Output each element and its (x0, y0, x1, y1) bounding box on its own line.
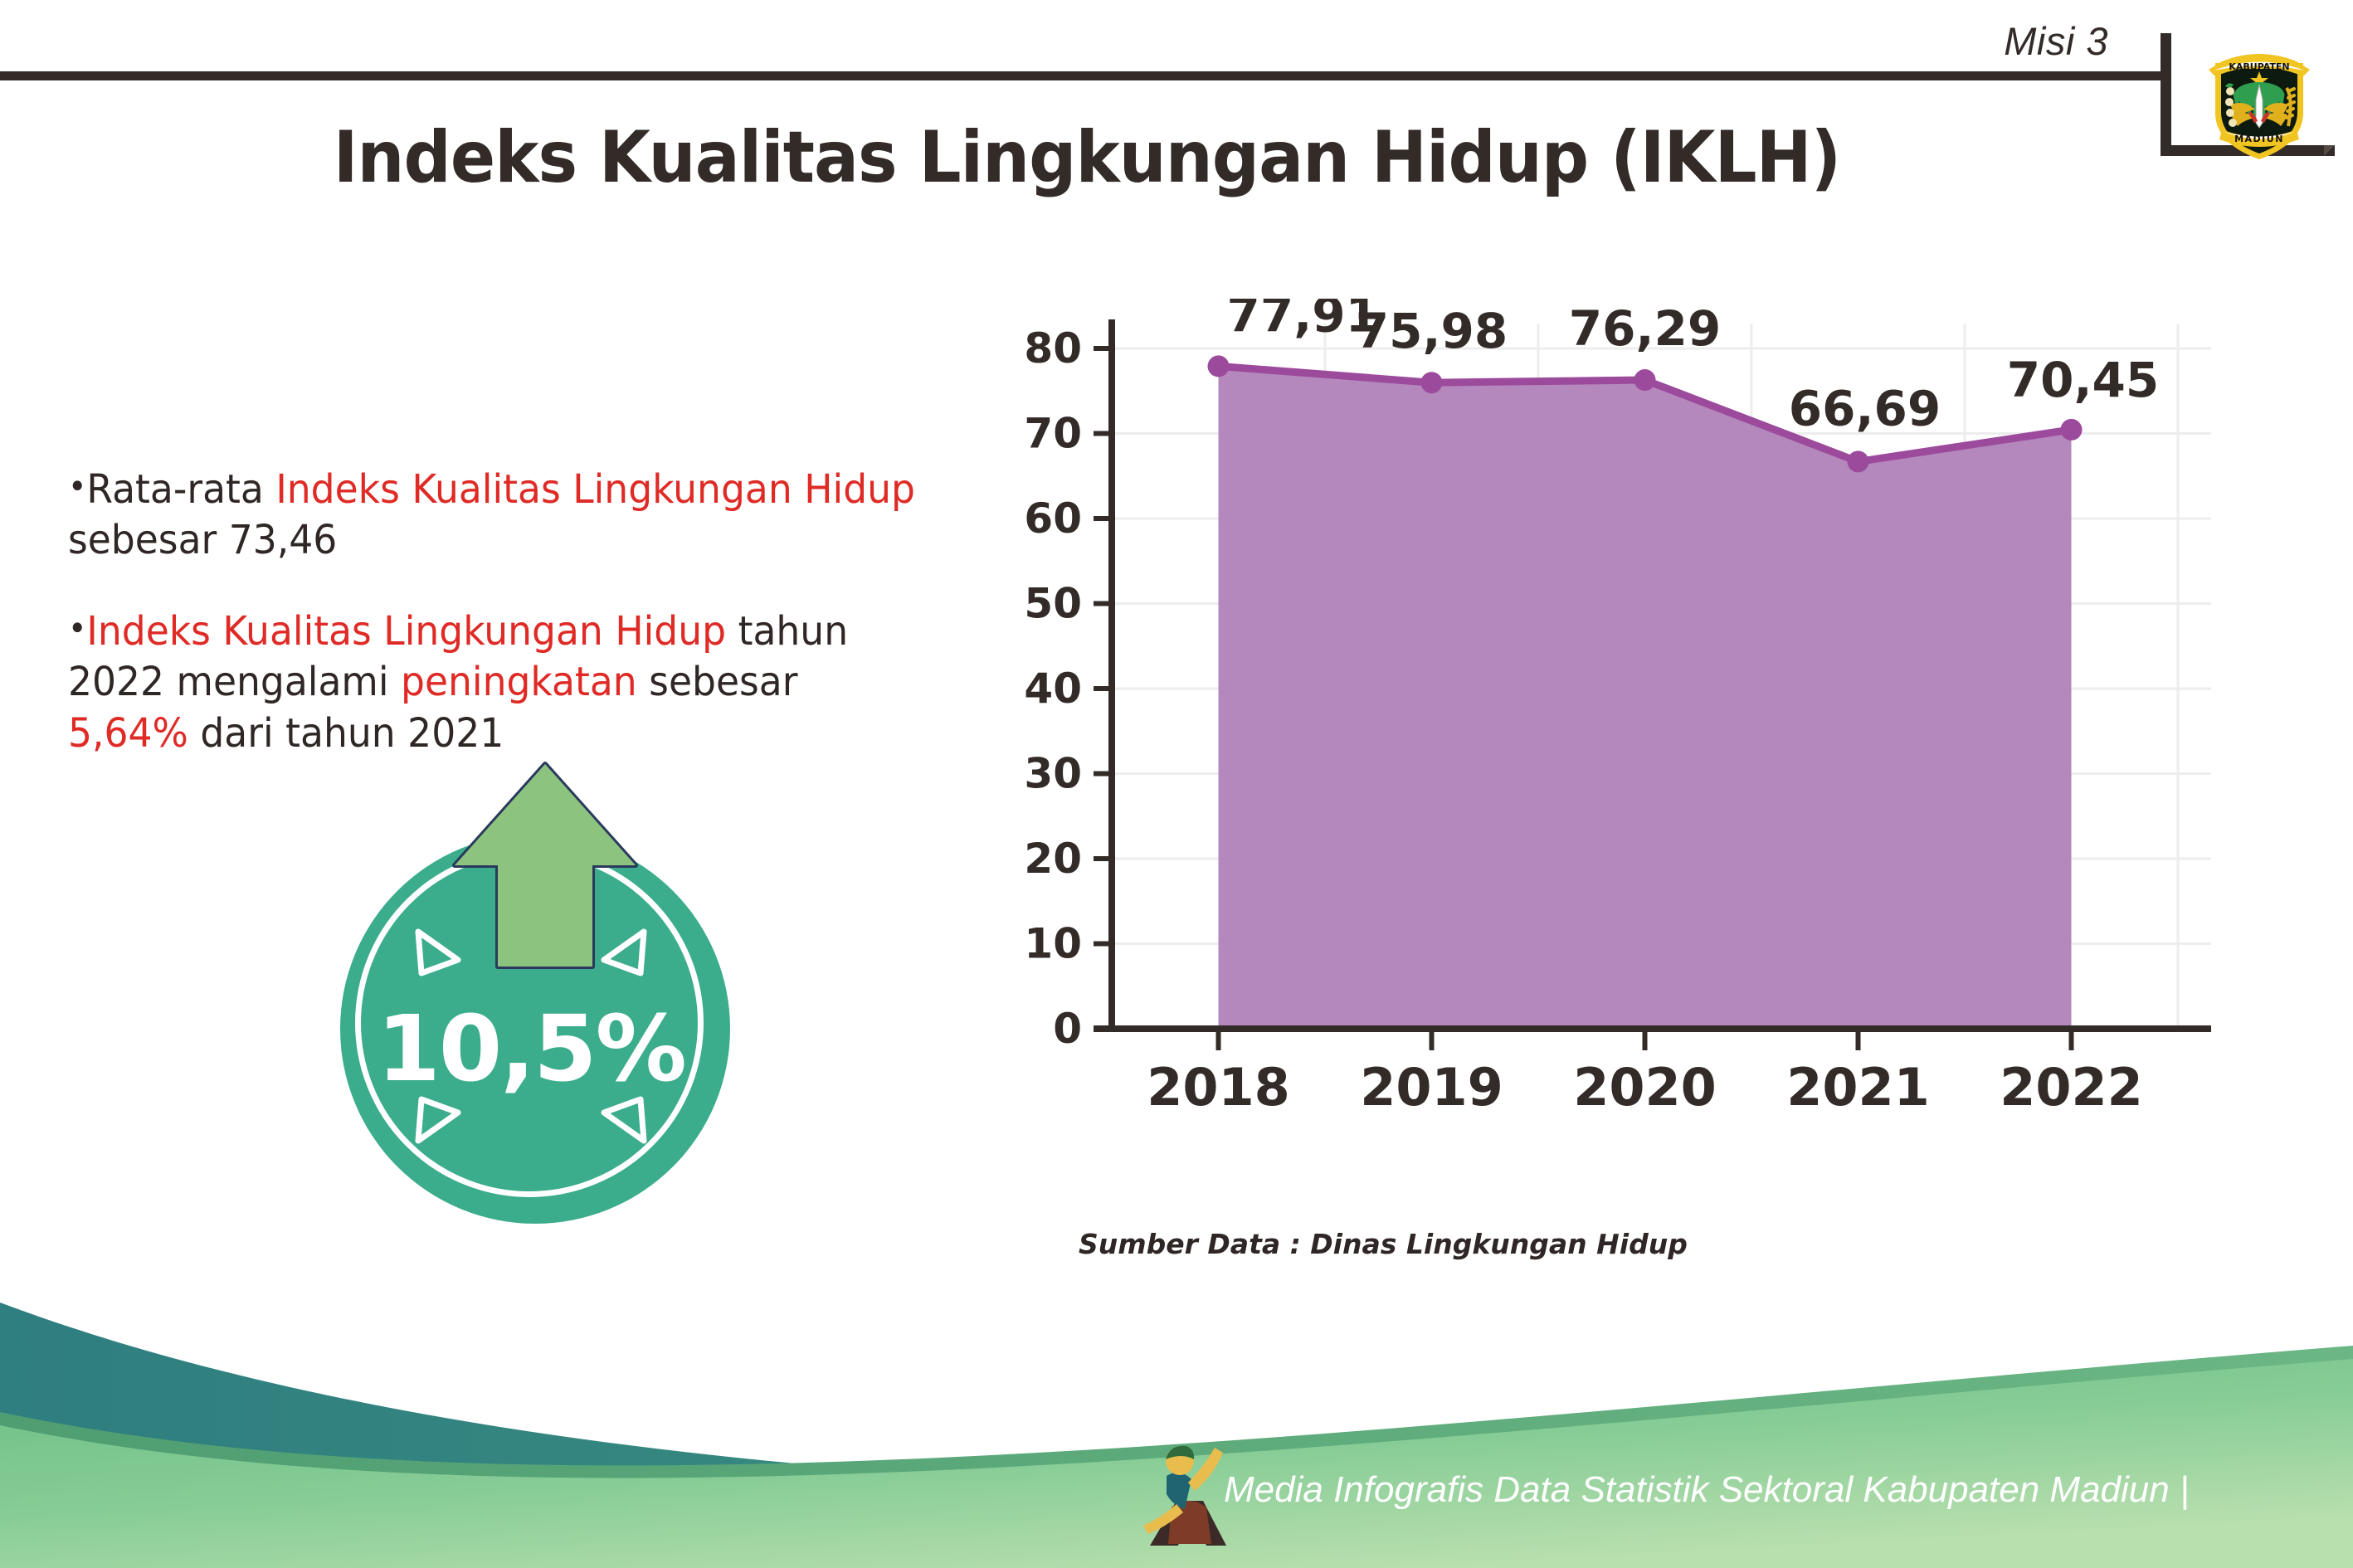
badge-value-text: 10,5% (377, 996, 687, 1102)
svg-text:80: 80 (1024, 324, 1082, 373)
mission-label: Misi 3 (2004, 19, 2108, 63)
bullet-1-seg-5: dari tahun 2021 (188, 709, 504, 757)
header-divider-line (0, 71, 2165, 80)
dancer-logo-icon (1143, 1445, 1226, 1546)
svg-text:76,29: 76,29 (1569, 300, 1721, 357)
bullet-dot-icon: • (68, 468, 87, 506)
svg-text:77,91: 77,91 (1227, 299, 1379, 343)
svg-text:30: 30 (1024, 750, 1082, 798)
svg-text:2022: 2022 (2000, 1057, 2143, 1118)
up-arrow-icon (452, 762, 638, 969)
badge-tick-marks-icon (415, 928, 647, 1144)
svg-text:70,45: 70,45 (2007, 352, 2159, 408)
bullet-1-seg-4: 5,64% (68, 709, 188, 757)
bullet-0-seg-2: sebesar 73,46 (68, 517, 338, 564)
bullet-item-increase: •Indeks Kualitas Lingkungan Hidup tahun … (68, 606, 919, 759)
svg-text:75,98: 75,98 (1356, 303, 1508, 359)
svg-text:10: 10 (1024, 920, 1082, 968)
bullet-1-seg-2: peningkatan (401, 659, 637, 706)
svg-text:2021: 2021 (1786, 1057, 1930, 1118)
kabupaten-madiun-crest-icon: KABUPATEN MADIUN (2209, 54, 2310, 159)
svg-text:MADIUN: MADIUN (2234, 134, 2284, 144)
bullet-0-seg-0: Rata-rata (86, 466, 276, 513)
svg-text:2020: 2020 (1573, 1057, 1717, 1118)
svg-text:0: 0 (1053, 1005, 1082, 1053)
summary-bullet-list: •Rata-rata Indeks Kualitas Lingkungan Hi… (68, 465, 964, 799)
chart-area-fill (1218, 366, 2072, 1029)
svg-text:2018: 2018 (1147, 1057, 1290, 1118)
chart-x-axis-ticks (1215, 1029, 2074, 1050)
iklh-area-chart: 0 10 20 30 40 50 60 70 80 2018 2019 2020 2021 2022 7… (987, 299, 2257, 1178)
bullet-1-seg-0: Indeks Kualitas Lingkungan Hidup (86, 607, 727, 655)
svg-text:KABUPATEN: KABUPATEN (2229, 61, 2289, 72)
bracket-bevel-right (2324, 145, 2335, 156)
bullet-0-seg-1: Indeks Kualitas Lingkungan Hidup (275, 466, 915, 513)
svg-text:50: 50 (1024, 580, 1082, 628)
bullet-dot-icon: • (68, 609, 87, 648)
bracket-vertical (2161, 33, 2171, 156)
svg-text:40: 40 (1024, 665, 1082, 713)
svg-text:70: 70 (1024, 410, 1082, 458)
svg-text:60: 60 (1024, 494, 1082, 543)
bullet-1-seg-3: sebesar (636, 659, 798, 706)
svg-text:20: 20 (1024, 835, 1082, 883)
svg-text:66,69: 66,69 (1789, 380, 1941, 436)
chart-point-markers (1207, 355, 2083, 473)
bullet-item-average: •Rata-rata Indeks Kualitas Lingkungan Hi… (68, 465, 919, 567)
chart-y-axis-labels: 0 10 20 30 40 50 60 70 80 (1024, 324, 1082, 1053)
chart-source-note: Sumber Data : Dinas Lingkungan Hidup (1079, 1228, 1688, 1260)
bullet-1-seg-1: tahun 2022 mengalami (68, 607, 849, 706)
footer-caption: Media Infografis Data Statistik Sektoral… (1224, 1469, 2190, 1510)
page-title: Indeks Kualitas Lingkungan Hidup (IKLH) (333, 116, 1841, 199)
svg-text:2019: 2019 (1360, 1057, 1503, 1118)
percentage-badge: 10,5% (332, 759, 763, 1224)
logo-frame-bracket: KABUPATEN MADIUN (2161, 33, 2353, 159)
chart-svg: 0 10 20 30 40 50 60 70 80 2018 2019 2020 2021 2022 7… (1024, 299, 2211, 1118)
chart-x-axis-labels: 2018 2019 2020 2021 2022 (1147, 1057, 2143, 1118)
